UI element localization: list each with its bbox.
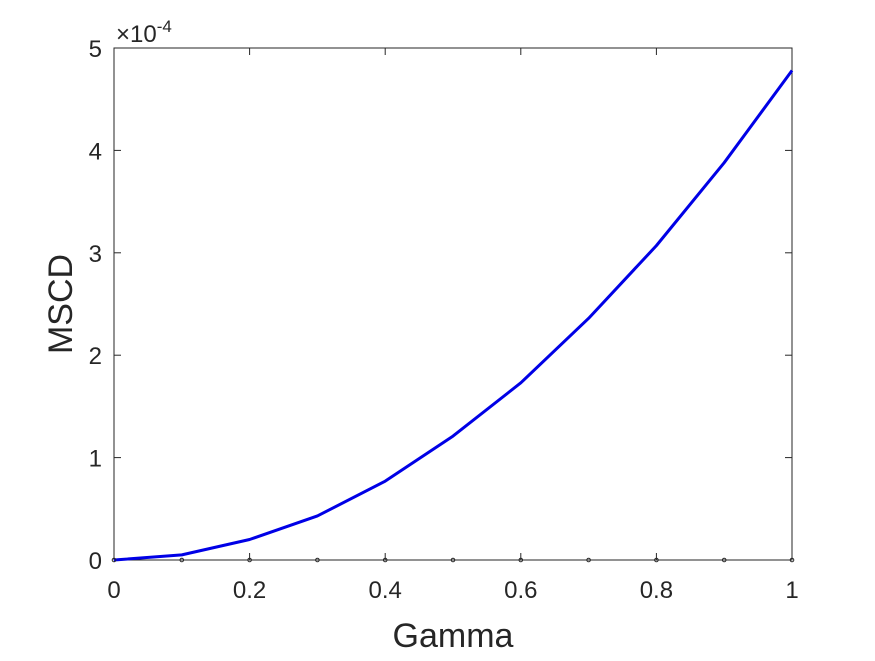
zero-marker: [789, 557, 795, 563]
zero-marker: [111, 557, 117, 563]
x-tick-label: 0.8: [640, 577, 673, 604]
y-scale-multiplier: ×10-4: [116, 17, 172, 48]
y-tick-label: 2: [89, 343, 102, 370]
zero-marker: [247, 557, 252, 563]
series-layer: [113, 69, 794, 562]
y-tick-label: 4: [89, 138, 102, 165]
series-line: [113, 69, 794, 562]
zero-marker: [654, 557, 659, 563]
marker-layer: [111, 557, 795, 563]
y-axis-label: MSCD: [42, 254, 80, 354]
y-scale-factor: ×10: [116, 21, 157, 48]
zero-marker: [450, 557, 456, 563]
zero-marker: [518, 557, 524, 563]
y-scale-exponent: -4: [157, 17, 172, 36]
y-tick-label: 1: [89, 446, 102, 473]
zero-marker: [315, 557, 320, 563]
zero-marker: [382, 557, 388, 563]
x-tick-label: 1: [785, 577, 798, 604]
y-tick-label: 5: [89, 36, 102, 63]
zero-marker: [586, 557, 591, 563]
y-tick-label: 3: [89, 241, 102, 268]
plot-area: [113, 47, 793, 561]
y-tick-label: 0: [89, 548, 102, 575]
x-axis-label: Gamma: [393, 617, 514, 655]
y-ticks: 0 1 2 3 4 5: [89, 36, 792, 575]
x-tick-label: 0: [107, 577, 120, 604]
x-tick-label: 0.6: [504, 577, 537, 604]
x-tick-label: 0.4: [369, 577, 402, 604]
zero-marker: [721, 557, 727, 563]
zero-marker: [179, 557, 185, 563]
x-tick-label: 0.2: [233, 577, 266, 604]
x-ticks: 0 0.2 0.4 0.6 0.8 1: [107, 48, 799, 604]
